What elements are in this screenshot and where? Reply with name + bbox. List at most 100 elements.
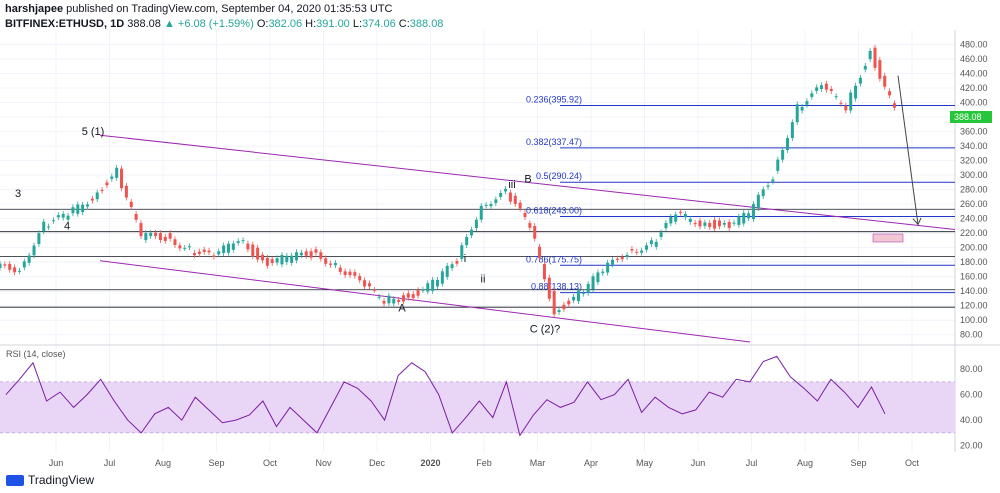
candle-body [3, 264, 7, 266]
candle-body [27, 255, 31, 263]
candle-body [873, 47, 877, 68]
candle-body [829, 88, 833, 91]
candle-body [363, 280, 367, 287]
candle-body [586, 283, 590, 293]
arrow-head [912, 217, 922, 226]
candle-body [42, 221, 46, 232]
candle-body [343, 271, 347, 276]
candle-body [173, 239, 177, 246]
candle-body [674, 214, 678, 222]
candle-body [484, 204, 488, 206]
candle-body [576, 290, 580, 302]
wave-label: iii [508, 179, 515, 191]
wave-label: B [524, 173, 531, 185]
price-change: ▲ +6.08 (+1.59%) [163, 18, 254, 30]
candle-body [742, 212, 746, 224]
time-tick: Aug [155, 458, 171, 468]
time-tick: Jun [49, 458, 64, 468]
price-tick: 300.00 [960, 170, 988, 180]
price-tick: 400.00 [960, 98, 988, 108]
candle-body [460, 245, 464, 259]
price-axis[interactable]: 80.00 100.00 120.00 140.00 160.00 180.00 200.0… [960, 40, 988, 451]
trend-channel [99, 75, 956, 343]
candle-body [883, 75, 887, 87]
high-value: 391.00 [316, 18, 350, 30]
wave-label: 4 [64, 221, 70, 233]
candle-body [372, 289, 376, 291]
high-label: H: [305, 18, 317, 30]
fib-label: 0.88(138.13) [531, 282, 582, 292]
wave-label: i [464, 253, 466, 265]
price-tick: 200.00 [960, 243, 988, 253]
candle-body [489, 204, 493, 207]
fib-label: 0.786(175.75) [526, 254, 582, 264]
fib-label: 0.5(290.24) [536, 171, 582, 181]
price-tick: 420.00 [960, 83, 988, 93]
candle-body [382, 300, 386, 304]
horizontal-levels [0, 208, 955, 308]
time-tick: Oct [263, 458, 278, 468]
candle-body [440, 271, 444, 284]
candle-body [523, 212, 527, 218]
time-tick: Jun [691, 458, 706, 468]
candle-body [708, 222, 712, 228]
price-tick: 260.00 [960, 199, 988, 209]
candle-body [47, 226, 51, 228]
candle-body [95, 192, 99, 200]
tradingview-icon [6, 474, 24, 486]
candle-body [868, 51, 872, 60]
candle-body [800, 106, 804, 111]
candle-body [56, 215, 60, 218]
tradingview-logo[interactable]: TradingView [6, 473, 94, 487]
candle-body [751, 204, 755, 220]
candle-body [17, 270, 21, 272]
candle-body [795, 104, 799, 123]
fib-retracement: 0.236(395.92) 0.382(337.47) 0.5(290.24) 0.6… [526, 95, 955, 294]
candle-body [299, 252, 303, 256]
candle-body [504, 188, 508, 192]
candle-body [455, 261, 459, 264]
open-value: 382.06 [268, 18, 303, 30]
candle-body [139, 223, 143, 237]
time-tick: Mar [530, 458, 546, 468]
publish-line: harshjapee published on TradingView.com,… [5, 2, 443, 17]
candle-body [134, 213, 138, 220]
candle-body [572, 296, 576, 301]
candle-body [630, 249, 634, 251]
price-badge-text: 388.08 [954, 112, 982, 122]
candle-body [761, 189, 765, 197]
candle-body [713, 219, 717, 229]
candle-body [158, 233, 162, 241]
ohlc-line: BITFINEX:ETHUSD, 1D 388.08 ▲ +6.08 (+1.5… [5, 17, 443, 32]
candle-body [722, 222, 726, 225]
candle-body [265, 257, 269, 266]
time-tick: 2020 [420, 458, 440, 468]
candle-body [596, 272, 600, 283]
time-tick: Jul [746, 458, 758, 468]
grid [0, 30, 1000, 452]
candle-body [236, 241, 240, 243]
candle-body [66, 215, 70, 220]
candle-body [513, 195, 517, 204]
candle-body [659, 232, 663, 237]
price-tick: 480.00 [960, 40, 988, 50]
price-tick: 180.00 [960, 257, 988, 267]
time-tick: Apr [584, 458, 598, 468]
author-name[interactable]: harshjapee [5, 3, 64, 15]
price-tick: 320.00 [960, 156, 988, 166]
candle-body [290, 255, 294, 263]
time-tick: Oct [905, 458, 920, 468]
candle-body [270, 259, 274, 264]
candle-body [163, 236, 167, 241]
candle-body [401, 295, 405, 302]
candle-body [562, 304, 566, 310]
brand-name: TradingView [28, 473, 95, 487]
candle-body [319, 252, 323, 259]
candle-body [645, 245, 649, 250]
candle-body [76, 204, 80, 214]
candle-body [581, 292, 585, 294]
price-tick: 120.00 [960, 301, 988, 311]
candle-body [445, 265, 449, 277]
time-axis[interactable]: Jun Jul Aug Sep Oct Nov Dec 2020 Feb Mar Apr May Jun… [49, 458, 920, 468]
